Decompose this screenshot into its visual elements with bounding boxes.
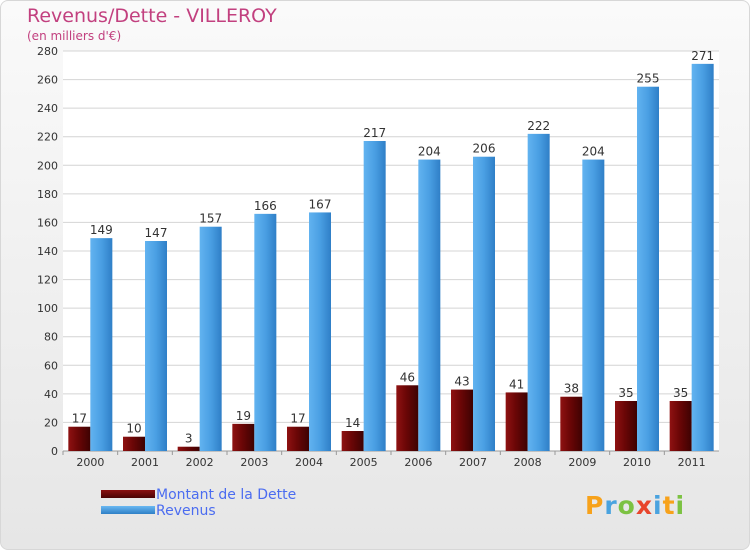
logo-letter: r bbox=[604, 491, 618, 520]
bar-revenus bbox=[254, 213, 277, 451]
x-tick-label: 2010 bbox=[623, 456, 651, 469]
data-label-dette: 38 bbox=[564, 382, 579, 396]
bar-revenus bbox=[527, 133, 550, 451]
legend-label-dette: Montant de la Dette bbox=[156, 487, 297, 503]
legend-swatch-dette bbox=[101, 490, 155, 498]
y-tick-label: 40 bbox=[44, 388, 58, 401]
x-tick-label: 2005 bbox=[350, 456, 378, 469]
logo-letter: P bbox=[585, 491, 605, 520]
x-tick-label: 2009 bbox=[568, 456, 596, 469]
y-tick-label: 240 bbox=[37, 102, 58, 115]
y-tick-label: 140 bbox=[37, 245, 58, 258]
y-tick-label: 20 bbox=[44, 416, 58, 429]
y-tick-label: 0 bbox=[51, 445, 58, 458]
legend-label-revenus: Revenus bbox=[156, 503, 216, 519]
bar-dette bbox=[396, 385, 419, 451]
data-label-dette: 41 bbox=[509, 377, 524, 391]
bar-dette bbox=[505, 392, 528, 451]
data-label-revenus: 255 bbox=[637, 72, 660, 86]
y-tick-label: 100 bbox=[37, 302, 58, 315]
data-label-revenus: 204 bbox=[418, 145, 441, 159]
bar-revenus bbox=[90, 238, 113, 451]
bar-revenus bbox=[637, 86, 659, 451]
bar-dette bbox=[341, 431, 364, 451]
y-tick-label: 200 bbox=[37, 159, 58, 172]
data-label-revenus: 157 bbox=[199, 212, 222, 226]
logo-letter: o bbox=[617, 491, 636, 520]
bar-dette bbox=[560, 396, 583, 451]
bar-revenus bbox=[363, 141, 386, 451]
data-label-revenus: 222 bbox=[527, 119, 550, 133]
data-label-revenus: 167 bbox=[309, 197, 332, 211]
chart-subtitle: (en milliers d'€) bbox=[27, 29, 122, 43]
x-tick-label: 2011 bbox=[678, 456, 706, 469]
bar-revenus bbox=[309, 212, 331, 451]
bar-dette bbox=[232, 423, 255, 451]
data-label-dette: 17 bbox=[72, 412, 87, 426]
data-label-revenus: 149 bbox=[90, 223, 113, 237]
data-label-revenus: 166 bbox=[254, 199, 277, 213]
x-tick-label: 2003 bbox=[240, 456, 268, 469]
y-tick-label: 260 bbox=[37, 74, 58, 87]
logo-letter: i bbox=[675, 491, 686, 520]
chart-title: Revenus/Dette - VILLEROY bbox=[27, 5, 277, 27]
bar-revenus bbox=[582, 159, 605, 452]
bar-revenus bbox=[199, 226, 222, 451]
x-tick-label: 2001 bbox=[131, 456, 159, 469]
x-tick-label: 2004 bbox=[295, 456, 323, 469]
proxiti-logo: Proxiti bbox=[585, 491, 685, 520]
y-tick-label: 160 bbox=[37, 216, 58, 229]
bar-revenus bbox=[145, 241, 167, 451]
y-tick-label: 60 bbox=[44, 359, 58, 372]
data-label-revenus: 271 bbox=[691, 49, 714, 63]
bar-dette bbox=[123, 436, 145, 451]
data-label-dette: 35 bbox=[618, 386, 633, 400]
y-tick-label: 280 bbox=[37, 45, 58, 58]
data-label-dette: 43 bbox=[454, 375, 469, 389]
bar-dette bbox=[177, 446, 200, 451]
y-tick-label: 80 bbox=[44, 331, 58, 344]
y-tick-label: 180 bbox=[37, 188, 58, 201]
x-tick-label: 2007 bbox=[459, 456, 487, 469]
data-label-revenus: 206 bbox=[473, 142, 496, 156]
data-label-revenus: 204 bbox=[582, 145, 605, 159]
data-label-dette: 10 bbox=[126, 422, 141, 436]
logo-letter: t bbox=[662, 491, 676, 520]
x-tick-label: 2000 bbox=[76, 456, 104, 469]
bar-dette bbox=[615, 401, 637, 451]
bar-dette bbox=[669, 401, 692, 451]
legend-swatch-revenus bbox=[101, 506, 155, 514]
y-tick-label: 120 bbox=[37, 274, 58, 287]
x-tick-label: 2002 bbox=[186, 456, 214, 469]
bar-dette bbox=[68, 426, 91, 451]
x-tick-label: 2006 bbox=[404, 456, 432, 469]
data-label-revenus: 147 bbox=[145, 226, 168, 240]
bar-revenus bbox=[473, 156, 495, 451]
y-tick-label: 220 bbox=[37, 131, 58, 144]
bar-revenus bbox=[418, 159, 441, 452]
logo-letter: x bbox=[635, 491, 653, 520]
data-label-dette: 17 bbox=[290, 412, 305, 426]
bar-dette bbox=[451, 389, 473, 451]
bar-dette bbox=[287, 426, 309, 451]
data-label-dette: 35 bbox=[673, 386, 688, 400]
data-label-dette: 14 bbox=[345, 416, 360, 430]
logo-letter: i bbox=[653, 491, 663, 520]
data-label-revenus: 217 bbox=[363, 126, 386, 140]
x-tick-label: 2008 bbox=[514, 456, 542, 469]
data-label-dette: 46 bbox=[400, 370, 415, 384]
data-label-dette: 19 bbox=[236, 409, 251, 423]
bar-revenus bbox=[691, 63, 714, 451]
data-label-dette: 3 bbox=[185, 432, 193, 446]
